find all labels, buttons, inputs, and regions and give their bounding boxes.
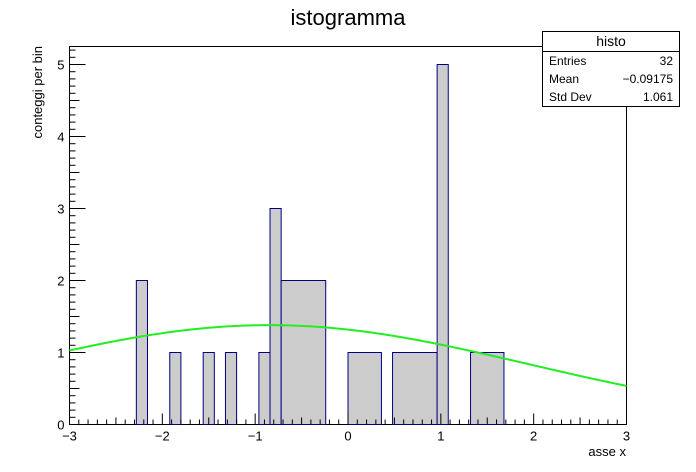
y-tick-label: 5: [57, 58, 64, 73]
histogram-bar-6: [280, 280, 327, 425]
chart-title: istogramma: [291, 5, 407, 30]
x-axis: −3 −2 −1 0 1 2 3: [62, 413, 630, 444]
histogram-bar-10: [470, 352, 505, 425]
stats-label: Std Dev: [549, 90, 592, 104]
y-tick-label: 1: [57, 346, 64, 361]
bars-layer: [135, 64, 505, 425]
stats-row-entries: Entries 32: [543, 52, 679, 70]
x-tick-label: 2: [530, 429, 537, 444]
histogram-bar-4: [258, 352, 271, 425]
x-tick-label: −1: [248, 429, 263, 444]
histogram-bar-0: [135, 280, 148, 425]
y-axis-label: conteggi per bin: [30, 46, 45, 139]
x-tick-label: 0: [344, 429, 351, 444]
x-tick-label: −3: [62, 429, 77, 444]
stats-row-stddev: Std Dev 1.061: [543, 88, 679, 106]
y-tick-label: 4: [57, 130, 64, 145]
stats-label: Mean: [549, 72, 580, 86]
histogram-bar-2: [202, 352, 215, 425]
histogram-bar-7: [347, 352, 382, 425]
y-tick-label: 2: [57, 274, 64, 289]
histogram-bar-8: [392, 352, 438, 425]
stats-label: Entries: [549, 54, 587, 68]
stats-value: −0.09175: [622, 72, 673, 86]
x-axis-label: asse x: [588, 444, 626, 459]
y-tick-label: 3: [57, 202, 64, 217]
histogram-bar-9: [436, 64, 449, 425]
histogram-bar-1: [169, 352, 182, 425]
x-tick-label: 3: [623, 429, 630, 444]
y-tick-label: 0: [57, 418, 64, 433]
x-tick-label: −2: [155, 429, 170, 444]
fit-curve: [69, 324, 627, 387]
stats-value: 32: [659, 54, 673, 68]
fit-layer: [69, 324, 627, 387]
stats-row-mean: Mean −0.09175: [543, 70, 679, 88]
histogram-bar-3: [224, 352, 238, 425]
x-tick-label: 1: [437, 429, 444, 444]
stats-box: histo Entries 32 Mean −0.09175 Std Dev 1…: [542, 31, 680, 107]
y-axis: 0 1 2 3 4 5: [57, 49, 86, 433]
stats-title: histo: [543, 32, 679, 52]
stats-value: 1.061: [642, 90, 673, 104]
histogram-bar-5: [269, 208, 282, 425]
